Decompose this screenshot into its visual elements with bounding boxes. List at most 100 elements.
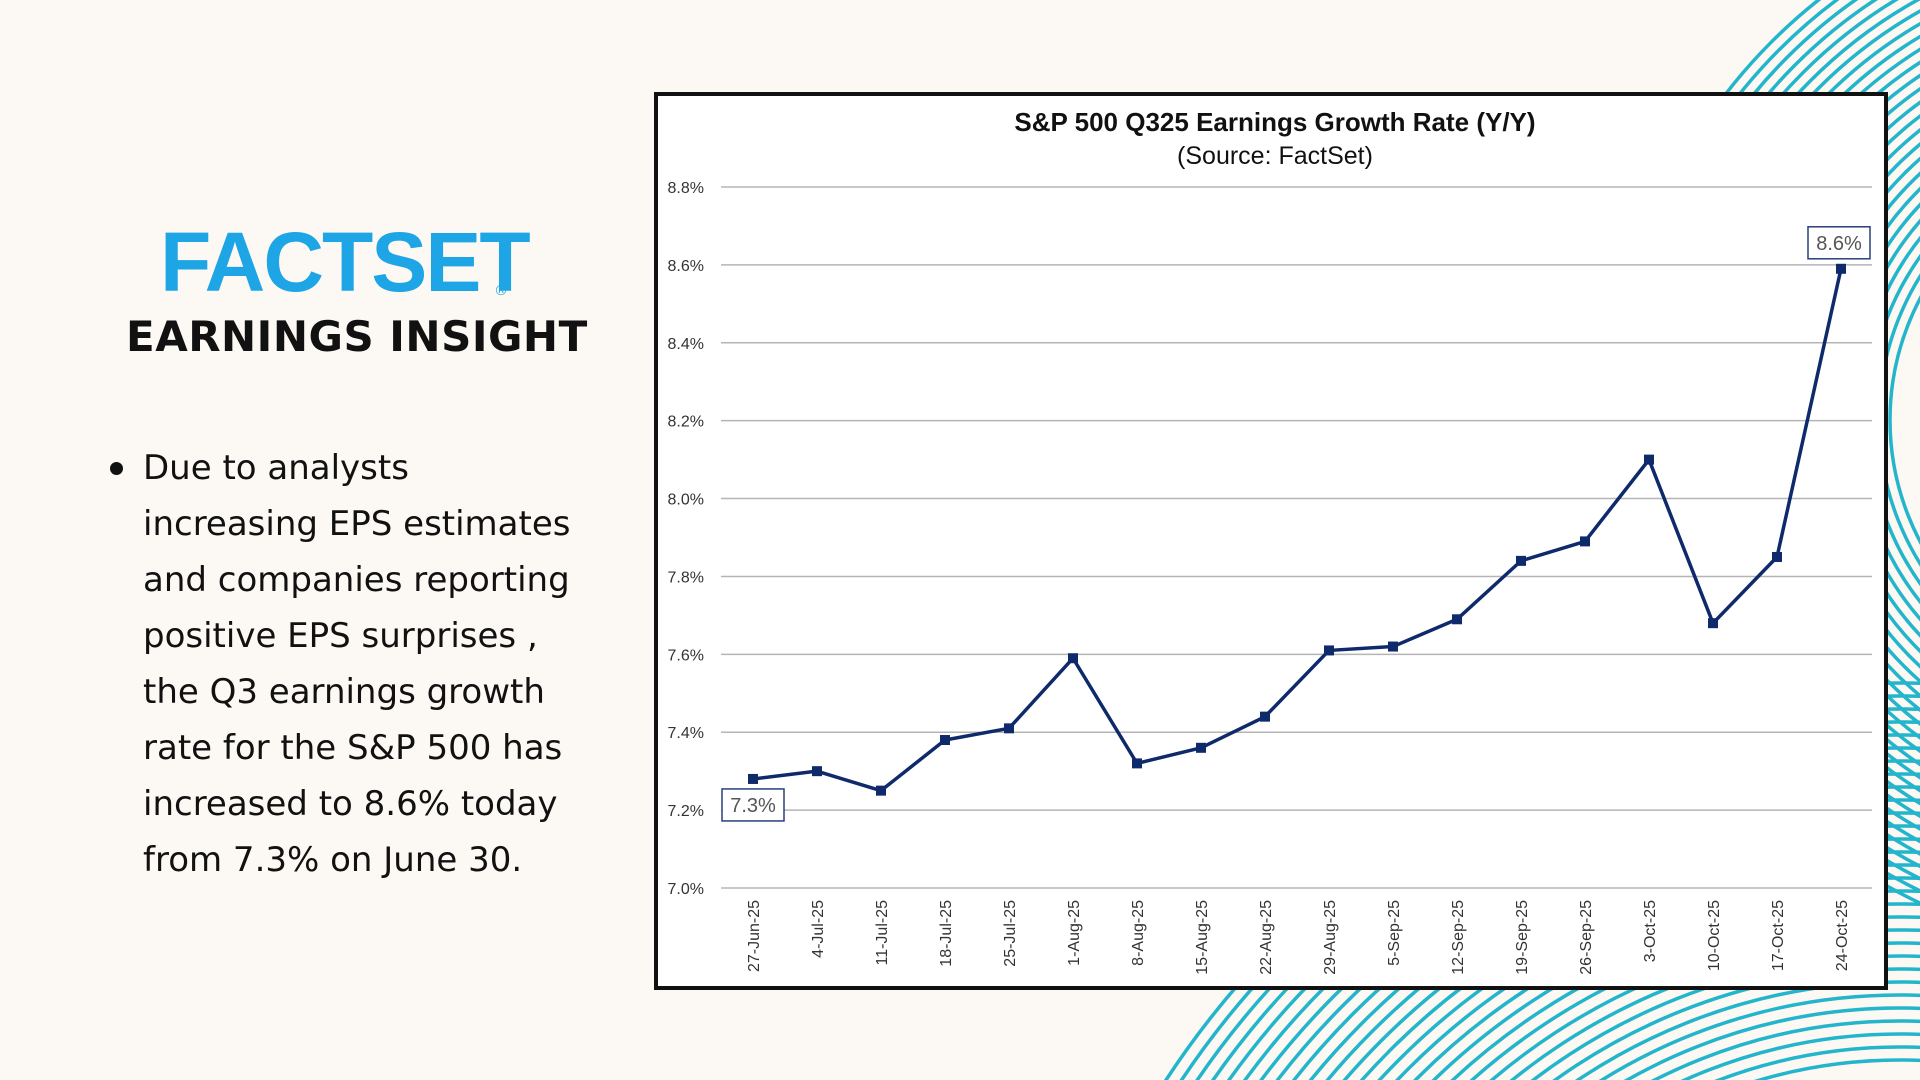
x-tick-label: 25-Jul-25 xyxy=(1002,900,1019,967)
bullet-line: rate for the S&P 500 has xyxy=(143,728,563,768)
y-tick-label: 8.4% xyxy=(668,336,704,353)
decorative-arc xyxy=(1754,1058,1920,1080)
decorative-arc xyxy=(1714,1045,1920,1080)
data-point-marker xyxy=(876,785,886,796)
x-tick-label: 3-Oct-25 xyxy=(1642,900,1659,962)
data-point-marker xyxy=(1516,555,1526,566)
bullet-text: Due to analysts increasing EPS estimates… xyxy=(143,440,613,888)
x-tick-label: 18-Jul-25 xyxy=(938,900,955,967)
data-label: 8.6% xyxy=(1807,226,1871,260)
decorative-arc xyxy=(1394,863,1920,1080)
decorative-arc xyxy=(1598,993,1920,1080)
chart-title: S&P 500 Q325 Earnings Growth Rate (Y/Y) xyxy=(1014,107,1535,137)
data-point-marker xyxy=(748,773,758,784)
decorative-arc xyxy=(1888,295,1920,545)
line-chart: S&P 500 Q325 Earnings Growth Rate (Y/Y) … xyxy=(668,107,1872,975)
data-point-marker xyxy=(1004,723,1014,734)
decorative-arc xyxy=(1552,967,1920,1080)
decorative-arc xyxy=(1275,772,1920,1080)
data-point-marker xyxy=(1580,536,1590,547)
x-tick-label: 27-Jun-25 xyxy=(746,900,763,972)
data-point-marker xyxy=(1260,711,1270,722)
data-label: 7.3% xyxy=(721,788,785,822)
decorative-arc xyxy=(1377,850,1920,1080)
decorative-arc xyxy=(1195,707,1920,1080)
logo-text: FACTSET xyxy=(160,215,531,309)
x-tick-label: 10-Oct-25 xyxy=(1706,900,1723,971)
decorative-arc xyxy=(1291,785,1920,1080)
x-tick-label: 19-Sep-25 xyxy=(1514,900,1531,975)
x-tick-label: 26-Sep-25 xyxy=(1578,900,1595,975)
y-tick-label: 8.8% xyxy=(668,180,704,197)
x-tick-label: 29-Aug-25 xyxy=(1322,900,1339,975)
decorative-arc xyxy=(1211,720,1920,1080)
x-tick-label: 5-Sep-25 xyxy=(1386,900,1403,966)
x-tick-label: 17-Oct-25 xyxy=(1770,900,1787,971)
decorative-arc xyxy=(1164,681,1920,1080)
decorative-arc xyxy=(1308,798,1920,1080)
decorative-arc xyxy=(1489,928,1920,1080)
data-label-box xyxy=(1807,226,1871,260)
bullet-icon xyxy=(110,462,123,475)
y-tick-label: 8.0% xyxy=(668,492,704,509)
data-point-marker xyxy=(1388,641,1398,652)
y-tick-label: 7.6% xyxy=(668,647,704,664)
x-tick-label: 4-Jul-25 xyxy=(810,900,827,958)
decorative-arc xyxy=(1413,876,1920,1080)
series-line xyxy=(752,268,1843,793)
decorative-arc xyxy=(1259,759,1920,1080)
data-label-box xyxy=(721,788,785,822)
decorative-arc xyxy=(1651,1019,1920,1080)
chart-frame: S&P 500 Q325 Earnings Growth Rate (Y/Y) … xyxy=(654,92,1888,990)
x-tick-label: 22-Aug-25 xyxy=(1258,900,1275,975)
data-point-marker xyxy=(1836,263,1846,274)
x-tick-label: 12-Sep-25 xyxy=(1450,900,1467,975)
decorative-arc xyxy=(1575,980,1920,1080)
registered-mark-icon: ® xyxy=(494,283,508,299)
data-label-text: 7.3% xyxy=(730,795,776,817)
data-point-marker xyxy=(1196,742,1206,753)
decorative-arc xyxy=(1243,746,1920,1080)
data-point-marker xyxy=(1068,653,1078,664)
y-tick-label: 7.4% xyxy=(668,725,704,742)
bullet-line: increased to 8.6% today xyxy=(143,784,558,824)
decorative-arc xyxy=(1680,1032,1920,1080)
data-point-marker xyxy=(1132,758,1142,769)
bullet-line: Due to analysts xyxy=(143,448,409,488)
decorative-arc xyxy=(1469,915,1920,1080)
y-tick-label: 7.8% xyxy=(668,569,704,586)
decorative-arc xyxy=(1450,902,1920,1080)
factset-logo: FACTSET xyxy=(160,215,531,309)
bullet-line: and companies reporting xyxy=(143,560,570,600)
decorative-arc xyxy=(1431,889,1920,1080)
data-point-marker xyxy=(1644,454,1654,465)
data-point-marker xyxy=(1324,645,1334,656)
data-point-marker xyxy=(940,735,950,746)
bullet-line: positive EPS surprises , xyxy=(143,616,538,656)
data-point-marker xyxy=(812,766,822,777)
decorative-arc xyxy=(1342,824,1920,1080)
decorative-arc xyxy=(1624,1006,1920,1080)
decorative-arc xyxy=(1325,811,1920,1080)
x-tick-label: 1-Aug-25 xyxy=(1066,900,1083,966)
y-tick-label: 7.2% xyxy=(668,803,704,820)
decorative-arc xyxy=(1359,837,1920,1080)
data-label-text: 8.6% xyxy=(1816,233,1862,255)
bullet-line: from 7.3% on June 30. xyxy=(143,840,523,880)
decorative-arc xyxy=(1509,941,1920,1080)
data-point-marker xyxy=(1452,614,1462,625)
data-point-marker xyxy=(1772,551,1782,562)
x-tick-label: 24-Oct-25 xyxy=(1834,900,1851,971)
x-tick-label: 11-Jul-25 xyxy=(874,900,891,966)
bullet-line: increasing EPS estimates xyxy=(143,504,571,544)
y-tick-label: 8.2% xyxy=(668,414,704,431)
y-tick-label: 7.0% xyxy=(668,881,704,898)
y-tick-label: 8.6% xyxy=(668,258,704,275)
decorative-arc xyxy=(1226,733,1920,1080)
chart-subtitle: (Source: FactSet) xyxy=(1177,142,1373,170)
x-tick-label: 15-Aug-25 xyxy=(1194,900,1211,975)
x-tick-label: 8-Aug-25 xyxy=(1130,900,1147,966)
decorative-arc xyxy=(1530,954,1920,1080)
earnings-insight-heading: EARNINGS INSIGHT xyxy=(126,312,588,361)
decorative-arc xyxy=(1179,694,1920,1080)
